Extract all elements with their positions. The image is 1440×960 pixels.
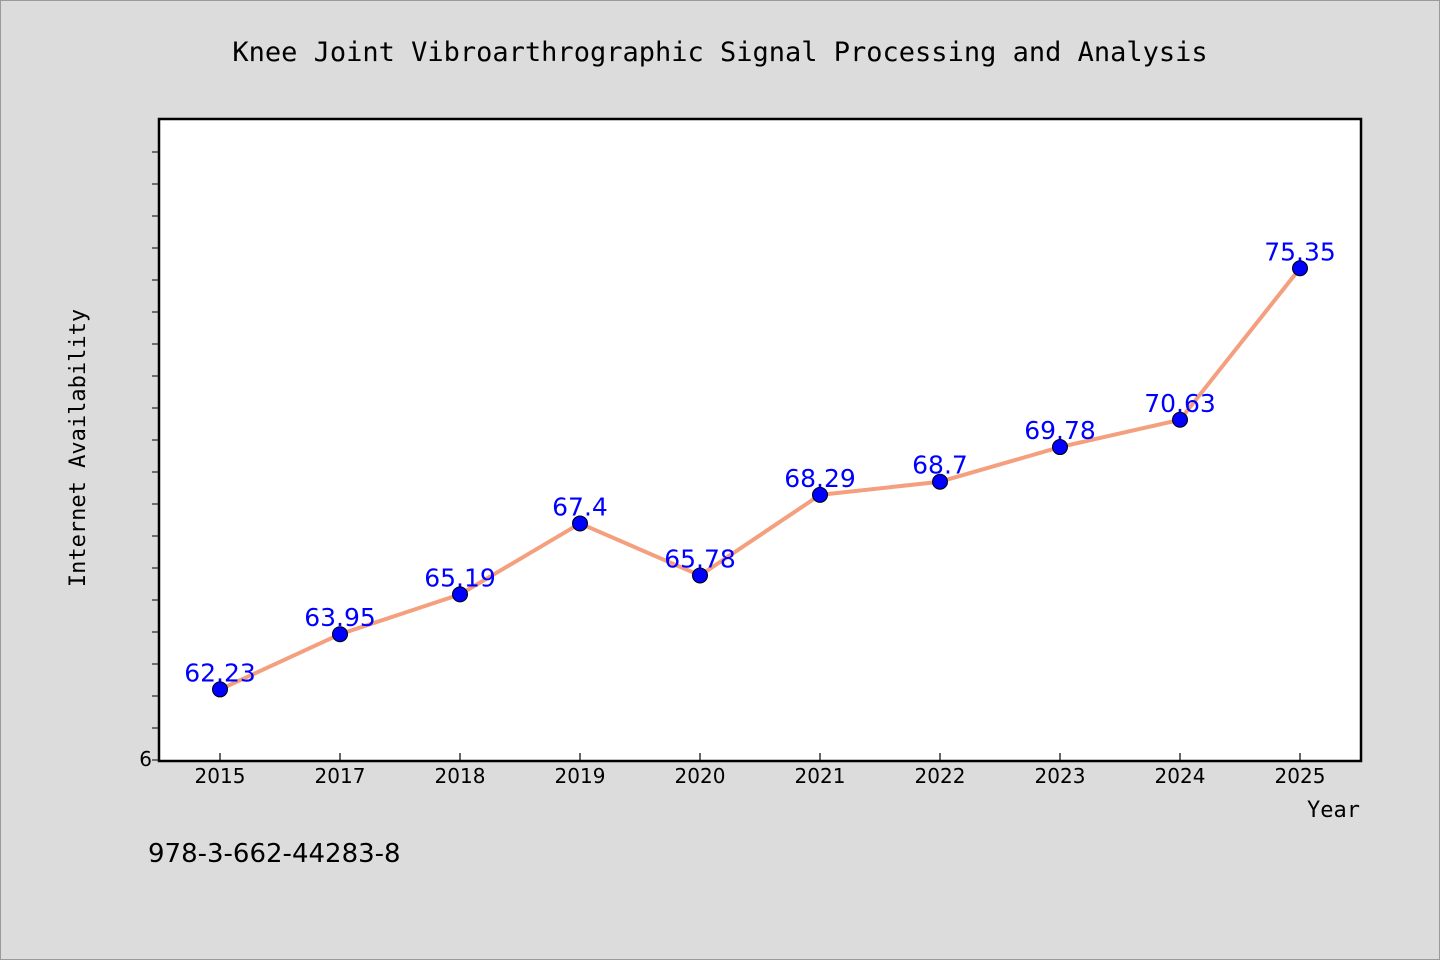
data-label: 75.35 [1264, 237, 1336, 266]
y-axis-label: Internet Availability [66, 309, 91, 587]
data-point [452, 586, 468, 603]
data-label: 62.23 [184, 658, 256, 687]
x-tick-label: 2023 [1035, 764, 1086, 788]
data-label: 65.78 [664, 544, 736, 573]
data-point [212, 681, 228, 698]
data-point [692, 567, 708, 584]
data-point [812, 486, 828, 503]
data-point [1052, 439, 1068, 456]
x-tick-label: 2024 [1155, 764, 1206, 788]
y-axis-ticks [152, 151, 159, 761]
x-axis-ticks [219, 753, 1301, 761]
data-label: 68.29 [784, 464, 856, 493]
x-tick-label: 2022 [915, 764, 966, 788]
chart-title: Knee Joint Vibroarthrographic Signal Pro… [232, 37, 1207, 68]
data-point [572, 515, 588, 532]
data-label: 63.95 [304, 603, 376, 632]
marker-layer [212, 260, 1308, 698]
plot-area [157, 117, 1363, 763]
x-axis-label: Year [1307, 798, 1360, 823]
x-tick-label: 2021 [795, 764, 846, 788]
data-point [1292, 260, 1308, 277]
data-label: 65.19 [424, 563, 496, 592]
x-tick-label: 2025 [1275, 764, 1326, 788]
data-label: 70.63 [1144, 389, 1216, 418]
x-tick-label: 2018 [435, 764, 486, 788]
series-line [219, 267, 1302, 692]
x-tick-label: 2020 [675, 764, 726, 788]
data-point [932, 473, 948, 490]
y-tick-label: 6 [139, 747, 152, 771]
x-axis-tick-labels: 2015 2017 2018 2019 2020 2021 2022 2023 2024 2025 [195, 764, 1326, 788]
series-layer [219, 267, 1302, 692]
x-tick-label: 2019 [555, 764, 606, 788]
data-label: 69.78 [1024, 416, 1096, 445]
footnote: 978-3-662-44283-8 [148, 839, 401, 869]
data-label: 67.4 [552, 492, 608, 521]
data-label-layer: 62.23 63.95 65.19 67.4 65.78 68.29 68.7 69.78 70… [184, 237, 1336, 687]
data-label: 68.7 [912, 451, 968, 480]
data-point [1172, 411, 1188, 428]
x-tick-label: 2017 [315, 764, 366, 788]
data-point [332, 626, 348, 643]
x-tick-label: 2015 [195, 764, 246, 788]
